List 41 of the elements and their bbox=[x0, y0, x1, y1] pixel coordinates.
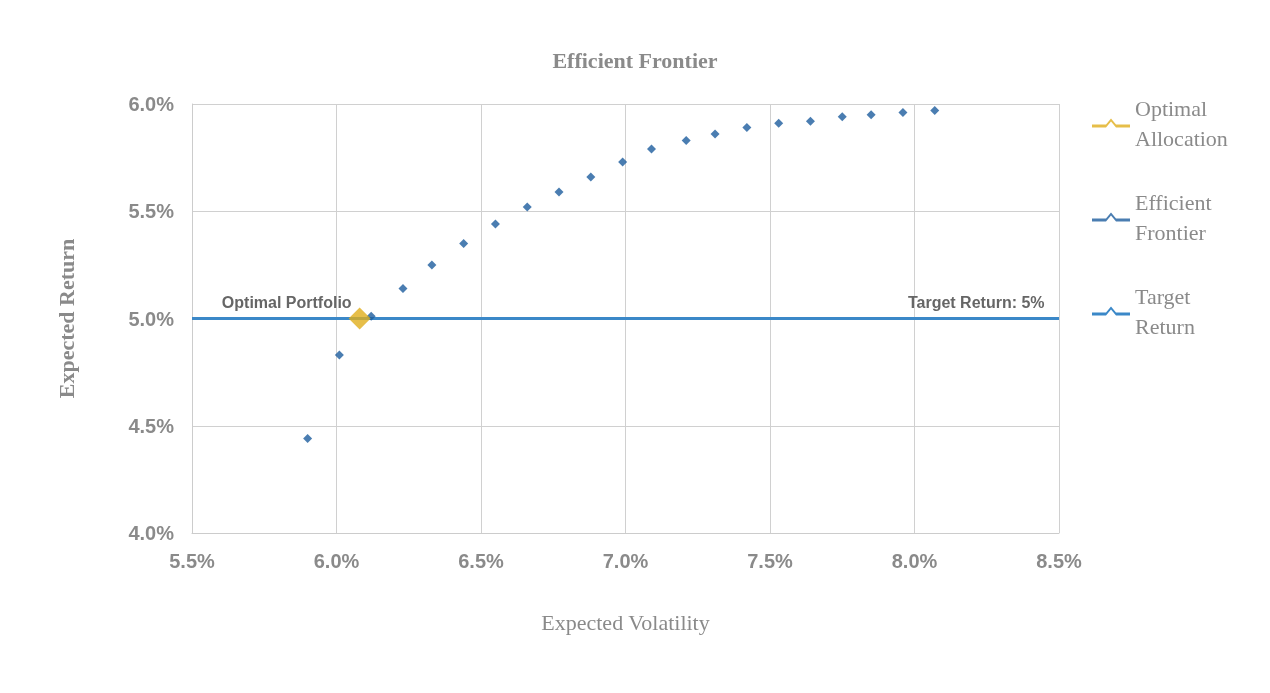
x-tick-label: 5.5% bbox=[169, 550, 216, 572]
point bbox=[303, 434, 313, 444]
annotation: Target Return: 5% bbox=[907, 294, 1045, 311]
point bbox=[554, 187, 564, 197]
annotation: Optimal Portfolio bbox=[221, 294, 352, 311]
y-tick-label: 5.5% bbox=[128, 200, 175, 223]
point bbox=[522, 202, 532, 212]
legend-label: Efficient Frontier bbox=[1135, 189, 1218, 245]
y-tick-label: 4.0% bbox=[128, 522, 175, 544]
point bbox=[586, 172, 596, 182]
point bbox=[348, 307, 371, 330]
legend-label: Target Return bbox=[1135, 283, 1196, 339]
y-tick-label: 6.0% bbox=[128, 93, 175, 115]
point bbox=[398, 283, 408, 293]
point bbox=[805, 116, 815, 126]
y-axis-title: Expected Return bbox=[53, 238, 79, 399]
x-tick-label: 8.0% bbox=[891, 550, 938, 572]
x-tick-label: 8.5% bbox=[1036, 550, 1083, 572]
x-tick-label: 6.0% bbox=[313, 550, 360, 572]
point bbox=[427, 260, 437, 270]
point bbox=[837, 112, 847, 122]
point bbox=[930, 105, 940, 115]
point bbox=[898, 108, 908, 118]
x-tick-label: 6.5% bbox=[458, 550, 505, 572]
x-tick-label: 7.5% bbox=[747, 550, 794, 572]
point bbox=[710, 129, 720, 139]
point bbox=[647, 144, 657, 154]
point bbox=[459, 238, 469, 248]
y-tick-label: 4.5% bbox=[128, 414, 175, 437]
point bbox=[742, 123, 752, 133]
point bbox=[618, 157, 628, 167]
x-axis-title: Expected Volatility bbox=[541, 609, 710, 635]
x-tick-label: 7.0% bbox=[602, 550, 649, 572]
point bbox=[866, 110, 876, 120]
point bbox=[490, 219, 500, 229]
point bbox=[681, 135, 691, 145]
y-tick-label: 5.0% bbox=[128, 307, 175, 330]
chart-title: Efficient Frontier bbox=[552, 47, 718, 73]
point bbox=[774, 118, 784, 128]
point bbox=[334, 350, 344, 360]
legend-label: Optimal Allocation bbox=[1135, 95, 1228, 151]
